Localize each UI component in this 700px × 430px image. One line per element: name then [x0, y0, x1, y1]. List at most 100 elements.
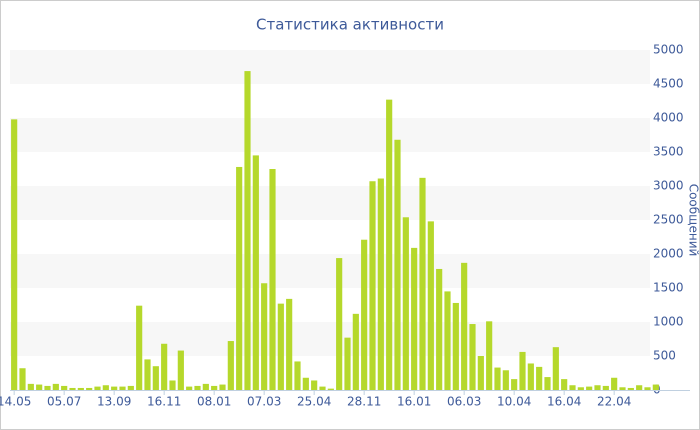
bar	[127, 385, 134, 390]
bar	[269, 169, 276, 390]
bar	[27, 383, 34, 390]
bar	[394, 139, 401, 390]
bar	[161, 343, 168, 390]
bar	[102, 385, 109, 390]
x-tick-label: 08.01	[197, 395, 231, 409]
bar	[469, 324, 476, 390]
bar	[594, 385, 601, 390]
bar	[636, 385, 643, 390]
x-tick-label: 14.05	[0, 395, 31, 409]
bar	[419, 177, 426, 390]
bar	[519, 351, 526, 390]
x-tick-label: 25.04	[297, 395, 331, 409]
bar	[652, 384, 659, 390]
bar	[152, 366, 159, 390]
chart-title: Статистика активности	[256, 16, 444, 34]
bar	[444, 291, 451, 390]
bar	[361, 239, 368, 390]
bar	[461, 262, 468, 390]
bar	[294, 361, 301, 390]
bar	[486, 321, 493, 390]
bar	[144, 359, 151, 390]
bar	[544, 377, 551, 390]
y-axis-label: Сообщений	[687, 184, 700, 257]
bar	[344, 337, 351, 390]
bar	[52, 383, 59, 390]
bar	[411, 247, 418, 390]
y-tick-label: 1000	[653, 315, 684, 329]
bar	[94, 386, 101, 390]
y-tick-label: 3000	[653, 179, 684, 193]
bar	[369, 181, 376, 390]
grid-band	[10, 186, 650, 220]
bar	[311, 380, 318, 390]
x-tick-label: 28.11	[347, 395, 381, 409]
bar	[627, 387, 634, 390]
x-tick-label: 10.04	[497, 395, 531, 409]
y-tick-label: 2500	[653, 213, 684, 227]
y-tick-label: 5000	[653, 43, 684, 57]
bar	[277, 303, 284, 390]
bar	[186, 386, 193, 390]
x-tick-label: 07.03	[247, 395, 281, 409]
grid-band	[10, 322, 650, 356]
y-tick-label: 4500	[653, 77, 684, 91]
bar	[527, 363, 534, 390]
bar	[436, 268, 443, 390]
bar	[602, 385, 609, 390]
bar	[377, 178, 384, 390]
bar	[502, 370, 509, 390]
bar	[261, 283, 268, 390]
x-tick-label: 22.04	[597, 395, 631, 409]
bar	[194, 385, 201, 390]
bar	[236, 166, 243, 390]
x-tick-label: 06.03	[447, 395, 481, 409]
y-tick-label: 500	[653, 349, 676, 363]
bar	[227, 341, 234, 390]
bar	[219, 384, 226, 390]
bar	[494, 367, 501, 390]
bar	[211, 385, 218, 390]
grid-band	[10, 254, 650, 288]
y-tick-label: 3500	[653, 145, 684, 159]
y-tick-label: 4000	[653, 111, 684, 125]
bar	[327, 388, 334, 390]
bar	[36, 384, 43, 390]
bar	[569, 385, 576, 390]
x-tick-label: 16.11	[147, 395, 181, 409]
bar	[552, 347, 559, 390]
bar	[644, 387, 651, 390]
bar	[561, 379, 568, 390]
bar	[169, 380, 176, 390]
bar	[11, 119, 18, 391]
x-tick-label: 13.09	[97, 395, 131, 409]
bar	[86, 387, 93, 390]
bar	[402, 217, 409, 390]
bar	[619, 387, 626, 390]
bar	[452, 302, 459, 390]
y-tick-label: 1500	[653, 281, 684, 295]
bar	[536, 366, 543, 390]
bar	[177, 350, 184, 390]
bar	[336, 258, 343, 390]
y-tick-label: 2000	[653, 247, 684, 261]
bar	[352, 313, 359, 390]
bar	[319, 386, 326, 390]
bar	[136, 305, 143, 390]
bar	[586, 386, 593, 390]
bar	[511, 379, 518, 390]
bar	[69, 387, 76, 390]
bar	[44, 385, 51, 390]
bar	[386, 99, 393, 390]
bar	[577, 387, 584, 390]
x-tick-label: 05.07	[47, 395, 81, 409]
bar	[244, 71, 251, 390]
bar	[77, 387, 84, 390]
bar	[286, 298, 293, 390]
bar	[61, 385, 68, 390]
bar	[427, 221, 434, 390]
bar	[202, 383, 209, 390]
grid-band	[10, 118, 650, 152]
bar	[119, 386, 126, 390]
